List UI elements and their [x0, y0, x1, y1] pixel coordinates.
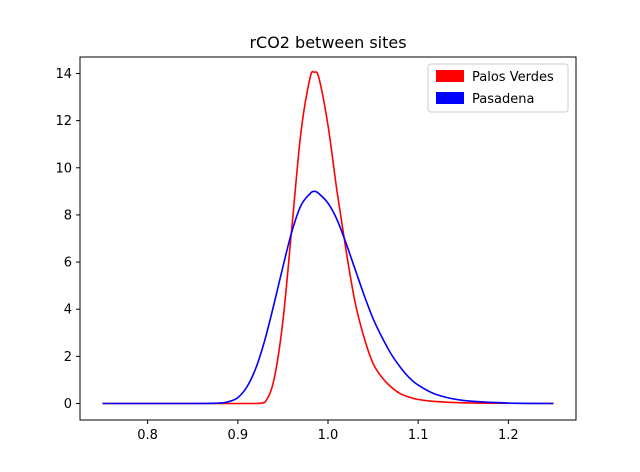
series-line-palos-verdes [102, 70, 554, 405]
series-line-pasadena [102, 190, 554, 405]
legend: Palos Verdes Pasadena [427, 63, 569, 113]
x-tick-label: 1.0 [318, 428, 339, 443]
y-tick-label: 0 [64, 397, 72, 412]
y-tick-label: 2 [64, 350, 72, 365]
y-tick-label: 12 [55, 114, 72, 129]
legend-label-palos-verdes: Palos Verdes [472, 70, 554, 85]
x-tick-label: 1.1 [408, 428, 429, 443]
axes: 0.8 0.9 1.0 1.1 1.2 0 2 4 6 8 10 12 14 [55, 56, 577, 443]
chart-title: rCO2 between sites [249, 33, 406, 52]
legend-label-pasadena: Pasadena [472, 92, 534, 107]
legend-swatch-pasadena [436, 92, 464, 104]
legend-swatch-palos-verdes [436, 70, 464, 82]
x-tick-label: 1.2 [498, 428, 519, 443]
y-tick-label: 6 [64, 256, 72, 271]
x-tick-label: 0.9 [227, 428, 248, 443]
y-tick-label: 8 [64, 208, 72, 223]
plot-area [102, 70, 554, 405]
x-tick-label: 0.8 [137, 428, 158, 443]
y-tick-label: 10 [55, 161, 72, 176]
y-tick-label: 4 [64, 303, 72, 318]
y-tick-label: 14 [55, 67, 72, 82]
